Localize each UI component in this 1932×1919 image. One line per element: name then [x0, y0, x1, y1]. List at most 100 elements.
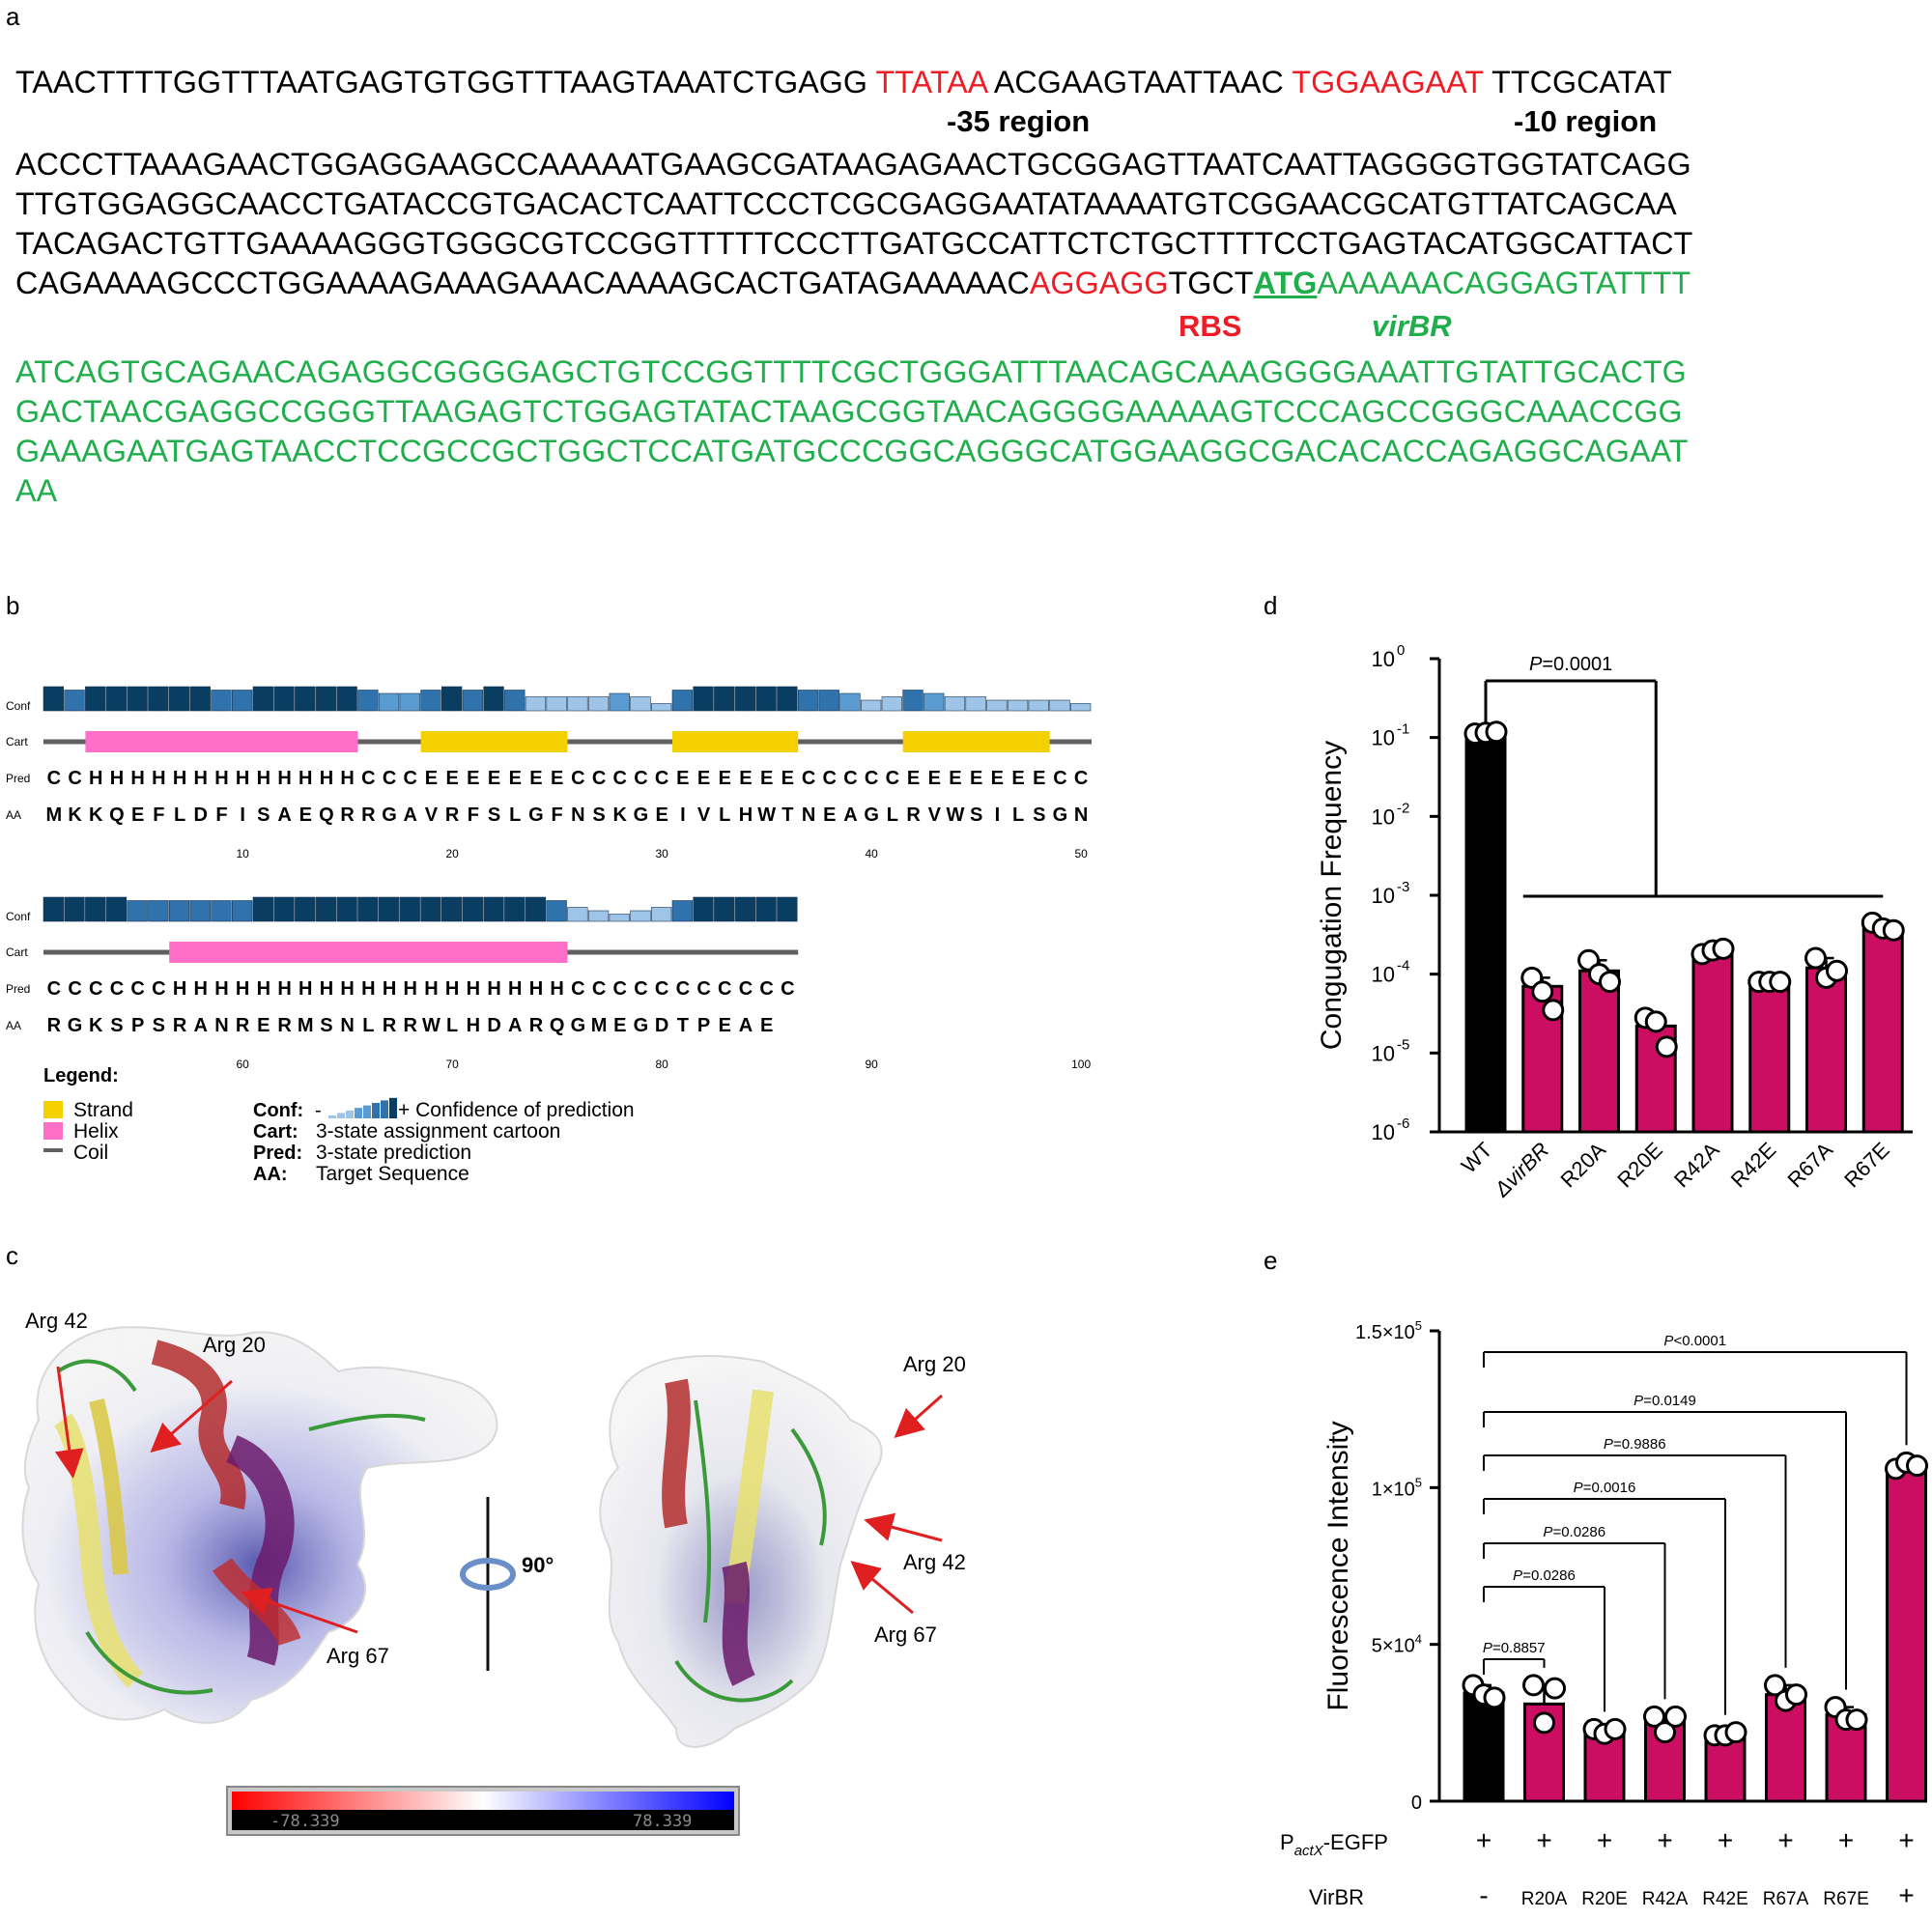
- p-value-label: P=0.8857: [1483, 1640, 1546, 1656]
- pred-letter: C: [47, 768, 61, 789]
- confidence-bar: [734, 686, 756, 712]
- aa-letter: H: [739, 804, 753, 826]
- confidence-bar: [546, 900, 567, 922]
- legend-conf-bar: [355, 1108, 362, 1118]
- confidence-bar: [85, 686, 106, 712]
- sequence-text: CAGAAAAGCCCTGGAAAAGAAAGAAACAAAAGCACTGATA…: [15, 266, 1030, 300]
- panel-label-e: e: [1264, 1246, 1278, 1275]
- bar: [1861, 926, 1904, 1134]
- pred-letter: H: [214, 768, 228, 789]
- bar: [1748, 980, 1791, 1134]
- pred-letter: E: [970, 768, 982, 789]
- confidence-bar: [399, 692, 420, 712]
- aa-letter: A: [843, 804, 857, 826]
- confidence-bar: [189, 900, 211, 922]
- arg20-label-right: Arg 20: [903, 1352, 966, 1376]
- pred-letter: E: [739, 768, 752, 789]
- confidence-bar: [734, 896, 756, 922]
- virbr-row-label: R20A: [1521, 1889, 1568, 1909]
- p-value-label: P=0.0149: [1634, 1393, 1696, 1409]
- aa-letter: P: [697, 1015, 710, 1036]
- sequence-line-6: ATCAGTGCAGAACAGAGGCGGGGAGCTGTCCGGTTTTCGC…: [15, 354, 1687, 389]
- y-tick-exponent: -1: [1397, 721, 1409, 738]
- pred-letter: H: [340, 978, 354, 1000]
- strand-segment: [672, 731, 799, 752]
- aa-letter: K: [89, 1015, 103, 1036]
- pred-letter: H: [194, 978, 208, 1000]
- sequence-line-9: AA: [15, 473, 58, 508]
- confidence-bar: [755, 896, 777, 922]
- aa-letter: L: [1012, 804, 1024, 826]
- egfp-row-mark: +: [1657, 1825, 1672, 1855]
- confidence-bar: [483, 896, 504, 922]
- aa-letter: G: [571, 1015, 586, 1036]
- rotation-arrow-icon: [460, 1497, 516, 1671]
- position-tick: 40: [865, 847, 878, 861]
- data-point: [1544, 1677, 1566, 1700]
- aa-letter: N: [340, 1015, 354, 1036]
- confidence-bar: [295, 686, 316, 712]
- aa-letter: S: [1033, 804, 1045, 826]
- confidence-bar: [504, 896, 526, 922]
- aa-letter: S: [488, 804, 500, 826]
- confidence-bar: [525, 896, 547, 922]
- confidence-bar: [714, 686, 735, 712]
- confidence-bar: [127, 900, 148, 922]
- legend-conf-desc: + Confidence of prediction: [398, 1099, 635, 1121]
- pred-letter: C: [571, 768, 584, 789]
- aa-letter: H: [467, 1015, 480, 1036]
- aa-letter: Q: [319, 804, 334, 826]
- electrostatic-scale-bar: -78.339 78.339: [226, 1786, 740, 1836]
- legend-key-aa: AA:: [253, 1164, 288, 1185]
- legend-swatch-strand: [43, 1101, 63, 1118]
- pred-letter: C: [696, 978, 710, 1000]
- confidence-bar: [693, 896, 714, 922]
- aa-letter: I: [995, 804, 1001, 826]
- aa-letter: E: [131, 804, 144, 826]
- aa-letter: W: [947, 804, 965, 826]
- bar: [1464, 731, 1507, 1134]
- p-value-label: P=0.0286: [1513, 1567, 1576, 1584]
- confidence-bar: [357, 690, 379, 712]
- confidence-bar: [671, 900, 694, 922]
- confidence-bar: [399, 896, 420, 922]
- aa-letter: A: [739, 1015, 753, 1036]
- data-point: [1724, 1721, 1747, 1744]
- confidence-bar: [587, 696, 610, 712]
- pred-letter: C: [404, 768, 417, 789]
- pred-letter: H: [320, 978, 333, 1000]
- aa-letter: I: [680, 804, 686, 826]
- pred-letter: E: [907, 768, 920, 789]
- scale-max-label: 78.339: [633, 1812, 692, 1831]
- position-tick: 20: [445, 847, 459, 861]
- pred-letter: E: [488, 768, 500, 789]
- confidence-bar: [546, 696, 567, 712]
- confidence-bar: [965, 696, 986, 712]
- position-tick: 90: [865, 1058, 878, 1071]
- pred-letter: C: [383, 768, 396, 789]
- pred-letter: H: [404, 978, 417, 1000]
- data-point: [1826, 959, 1848, 982]
- row-label-aa: AA: [6, 1019, 21, 1032]
- aa-letter: S: [153, 1015, 165, 1036]
- confidence-bar: [43, 686, 65, 712]
- panel-label-d: d: [1264, 591, 1278, 620]
- egfp-row-mark: +: [1476, 1825, 1492, 1855]
- y-tick-label: 10: [1372, 804, 1395, 829]
- data-point: [1882, 918, 1905, 942]
- minus35-box: TTATAA: [875, 65, 987, 99]
- aa-letter: E: [655, 804, 668, 826]
- p-value-label: P=0.9886: [1604, 1436, 1666, 1453]
- aa-letter: K: [89, 804, 103, 826]
- aa-letter: T: [677, 1015, 689, 1036]
- aa-letter: G: [1053, 804, 1068, 826]
- aa-letter: L: [446, 1015, 458, 1036]
- confidence-bar: [986, 699, 1008, 712]
- pred-letter: H: [173, 768, 186, 789]
- x-tick-label: R67A: [1782, 1138, 1837, 1193]
- pred-letter: C: [1053, 768, 1066, 789]
- pred-letter: C: [718, 978, 731, 1000]
- y-tick-exponent: -4: [1397, 958, 1409, 974]
- pred-letter: E: [697, 768, 710, 789]
